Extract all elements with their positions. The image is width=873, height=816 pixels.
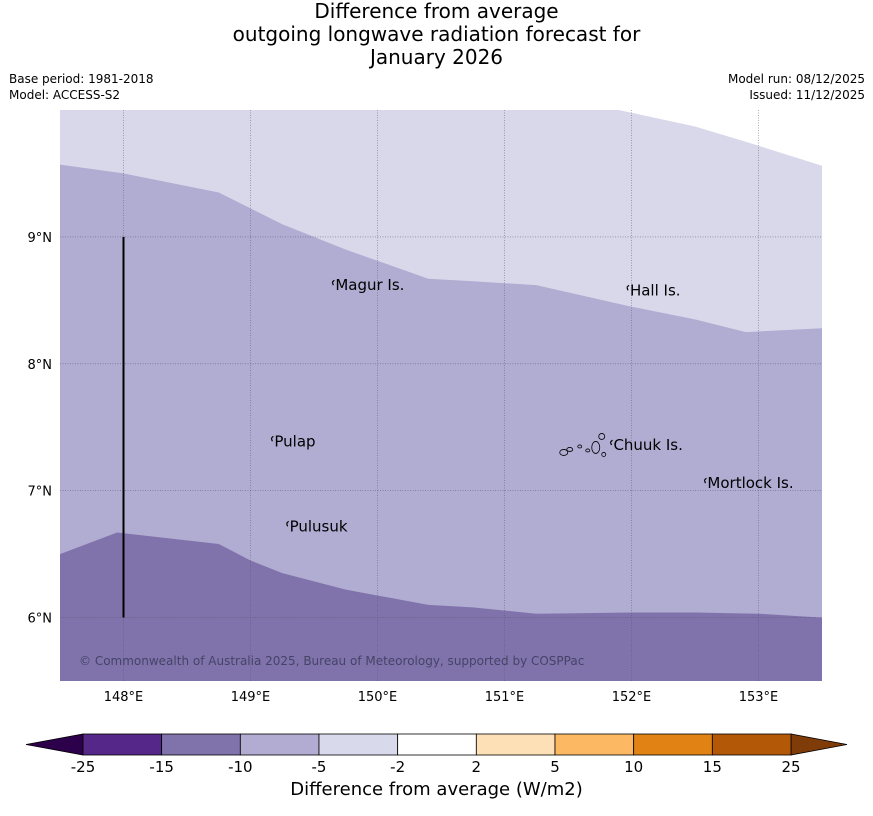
model-run-label: Model run: 08/12/2025 — [727, 72, 865, 86]
island-shape — [559, 449, 569, 456]
colorbar-segment — [239, 733, 320, 756]
island-marker — [703, 477, 707, 484]
lon-tick-label: 149°E — [231, 690, 271, 705]
place-label: Pulusuk — [290, 517, 348, 535]
colorbar-segment — [633, 733, 713, 756]
meta-right: Model run: 08/12/2025 Issued: 11/12/2025 — [728, 71, 865, 103]
colorbar-segment — [318, 733, 399, 756]
place-label: Mortlock Is. — [707, 474, 793, 492]
colorbar-title: Difference from average (W/m2) — [290, 779, 583, 800]
island-shape — [566, 447, 574, 452]
lon-tick-label: 150°E — [358, 690, 398, 705]
title-line-3: January 2026 — [369, 45, 504, 69]
chart-title: Difference from average outgoing longwav… — [0, 0, 873, 69]
colorbar-tick-label: -25 — [71, 758, 96, 776]
place-label: Magur Is. — [335, 276, 404, 294]
place-label: Chuuk Is. — [613, 436, 682, 454]
island-marker — [331, 279, 335, 286]
colorbar-segment — [554, 733, 635, 756]
lon-tick-label: 151°E — [485, 690, 525, 705]
island-marker — [270, 435, 274, 442]
lat-tick-label: 9°N — [28, 231, 53, 246]
title-line-2: outgoing longwave radiation forecast for — [232, 22, 641, 46]
lat-tick-label: 7°N — [28, 485, 53, 500]
meta-left: Base period: 1981-2018 Model: ACCESS-S2 — [9, 71, 154, 103]
island-shape — [591, 441, 601, 454]
colorbar-segment — [475, 733, 556, 756]
island-marker — [609, 439, 613, 446]
island-shape — [577, 444, 583, 449]
colorbar-tick-label: -15 — [149, 758, 174, 776]
island-shape — [585, 448, 591, 453]
lat-tick-label: 8°N — [28, 358, 53, 373]
lon-tick-label: 148°E — [104, 690, 144, 705]
colorbar-tick-label: 5 — [550, 758, 560, 776]
colorbar-tick-label: -5 — [312, 758, 327, 776]
colorbar-segment — [711, 733, 792, 756]
zone-minus10-to-minus5 — [60, 164, 822, 682]
place-label: Hall Is. — [630, 281, 681, 299]
lat-tick-label: 6°N — [28, 612, 53, 627]
colorbar-tick-label: 2 — [472, 758, 482, 776]
island-shape — [601, 452, 607, 457]
title-line-1: Difference from average — [314, 0, 559, 23]
colorbar-extend-high — [790, 733, 848, 756]
island-shape — [598, 433, 606, 440]
colorbar-segment — [397, 733, 477, 756]
lon-tick-label: 153°E — [739, 690, 779, 705]
chuuk-islands-outline — [559, 433, 607, 457]
zone-minus15-to-minus10 — [60, 532, 822, 681]
colorbar-tick-label: 25 — [781, 758, 800, 776]
model-label: Model: ACCESS-S2 — [9, 88, 121, 102]
base-period-label: Base period: 1981-2018 — [9, 72, 154, 86]
colorbar-segment — [161, 733, 241, 756]
island-marker — [626, 284, 630, 291]
colorbar-tick-label: 15 — [703, 758, 722, 776]
colorbar-segment — [82, 733, 163, 756]
no-data-area — [60, 110, 822, 166]
island-marker — [286, 520, 290, 527]
colorbar-tick-label: 10 — [624, 758, 643, 776]
copyright-text: © Commonwealth of Australia 2025, Bureau… — [79, 654, 584, 668]
place-label: Pulap — [274, 432, 315, 450]
issued-label: Issued: 11/12/2025 — [749, 88, 865, 102]
colorbar-tick-label: -10 — [228, 758, 253, 776]
colorbar-extend-low — [25, 733, 84, 756]
colorbar-tick-label: -2 — [390, 758, 405, 776]
lon-tick-label: 152°E — [612, 690, 652, 705]
